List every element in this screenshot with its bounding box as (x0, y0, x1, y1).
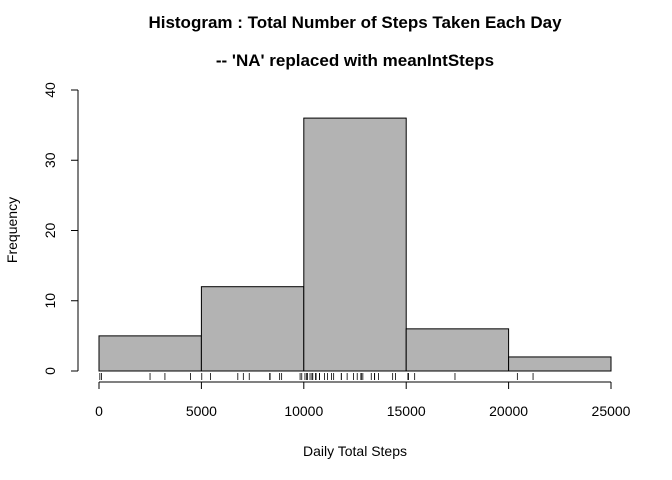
x-tick-label-2: 10000 (284, 403, 323, 419)
histogram-bar-4 (508, 356, 612, 372)
x-tick-label-5: 25000 (592, 403, 631, 419)
bars-group (98, 117, 612, 372)
x-axis: 0 5000 10000 15000 20000 25000 (95, 381, 631, 419)
y-tick-label-1: 10 (42, 293, 58, 309)
chart-subtitle: -- 'NA' replaced with meanIntSteps (216, 51, 494, 70)
histogram-bar-2 (303, 117, 407, 372)
histogram-bar-1 (200, 286, 305, 372)
histogram-bar-3 (405, 328, 510, 372)
y-tick-label-0: 0 (42, 367, 58, 375)
rug-group (99, 373, 534, 380)
y-axis: 0 10 20 30 40 (42, 82, 79, 375)
x-tick-label-4: 20000 (489, 403, 528, 419)
y-tick-label-3: 30 (42, 152, 58, 168)
y-tick-label-4: 40 (42, 82, 58, 98)
chart-title: Histogram : Total Number of Steps Taken … (148, 13, 562, 32)
x-tick-label-1: 5000 (186, 403, 217, 419)
x-axis-label: Daily Total Steps (303, 443, 407, 459)
histogram-bar-0 (98, 335, 202, 372)
x-tick-label-3: 15000 (387, 403, 426, 419)
x-tick-label-0: 0 (95, 403, 103, 419)
y-axis-label: Frequency (4, 197, 20, 263)
y-tick-label-2: 20 (42, 223, 58, 239)
